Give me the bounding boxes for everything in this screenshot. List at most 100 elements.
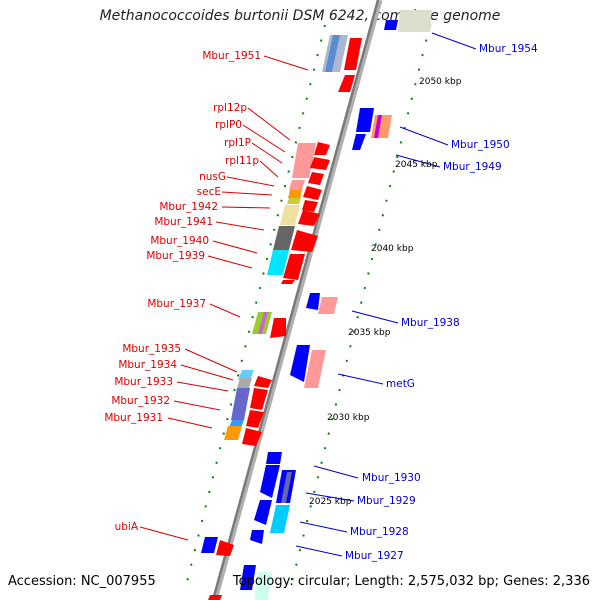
gene-block bbox=[384, 20, 398, 30]
kbp-label: 2025 kbp bbox=[309, 497, 352, 507]
leader-line bbox=[395, 154, 441, 168]
gene-block bbox=[304, 350, 326, 388]
gene-block bbox=[273, 226, 295, 250]
leader-line bbox=[180, 364, 234, 381]
kbp-label: 2030 kbp bbox=[327, 413, 370, 423]
gene-label-left[interactable]: secE bbox=[197, 186, 221, 198]
gene-label-right[interactable]: Mbur_1930 bbox=[362, 472, 421, 484]
gene-label-right[interactable]: Mbur_1927 bbox=[345, 550, 404, 562]
kbp-label: 2035 kbp bbox=[348, 328, 391, 338]
gene-block bbox=[291, 230, 318, 252]
gene-label-left[interactable]: rpl1P bbox=[224, 137, 251, 149]
gene-block bbox=[242, 428, 262, 446]
gene-label-right[interactable]: metG bbox=[386, 378, 415, 390]
gene-label-right[interactable]: Mbur_1954 bbox=[479, 43, 538, 55]
gene-block bbox=[318, 297, 338, 314]
gene-label-right[interactable]: Mbur_1950 bbox=[451, 139, 510, 151]
gene-label-left[interactable]: Mbur_1951 bbox=[202, 50, 261, 62]
gene-label-left[interactable]: Mbur_1941 bbox=[154, 216, 213, 228]
backbone-shadow bbox=[212, 0, 383, 600]
gene-label-left[interactable]: Mbur_1934 bbox=[118, 359, 177, 371]
gene-block bbox=[281, 280, 295, 284]
gene-label-left[interactable]: Mbur_1940 bbox=[150, 235, 209, 247]
accession-text: Accession: NC_007955 bbox=[8, 574, 156, 589]
gene-block bbox=[266, 452, 282, 464]
gene-label-left[interactable]: rplP0 bbox=[215, 119, 242, 131]
gene-block bbox=[310, 157, 330, 170]
gene-block bbox=[260, 465, 280, 498]
left-gene-labels: Mbur_1951 rpl12p rplP0 rpl1P rpl11p nusG… bbox=[104, 50, 261, 533]
leader-line bbox=[209, 303, 241, 318]
gene-block bbox=[224, 426, 242, 440]
gene-label-left[interactable]: rpl11p bbox=[225, 155, 259, 167]
right-gene-labels: Mbur_1954 Mbur_1950 Mbur_1949 Mbur_1938 … bbox=[345, 43, 538, 562]
leader-line bbox=[431, 32, 477, 50]
gene-label-left[interactable]: Mbur_1939 bbox=[146, 250, 205, 262]
gene-block bbox=[270, 505, 290, 533]
gene-block bbox=[289, 180, 305, 190]
gene-label-left[interactable]: Mbur_1937 bbox=[147, 298, 206, 310]
gene-label-left[interactable]: rpl12p bbox=[213, 102, 247, 114]
topology-info-text: Topology: circular; Length: 2,575,032 bp… bbox=[232, 574, 590, 589]
gene-block bbox=[306, 293, 320, 310]
gene-block bbox=[325, 35, 340, 72]
leader-line bbox=[251, 142, 283, 164]
gene-block bbox=[201, 537, 218, 553]
inner-track-dots bbox=[184, 24, 326, 591]
gene-label-left[interactable]: nusG bbox=[199, 171, 226, 183]
gene-block bbox=[246, 410, 264, 428]
leader-line bbox=[259, 160, 279, 178]
leader-line bbox=[184, 348, 238, 373]
leader-line bbox=[212, 240, 258, 254]
kbp-labels: 2050 kbp 2045 kbp 2040 kbp 2035 kbp 2030… bbox=[309, 77, 462, 507]
gene-block bbox=[254, 572, 272, 600]
gene-block bbox=[344, 38, 362, 70]
leader-line bbox=[215, 221, 265, 231]
leader-line bbox=[351, 310, 399, 324]
gene-label-left[interactable]: Mbur_1935 bbox=[122, 343, 181, 355]
gene-block bbox=[258, 312, 268, 334]
gene-label-right[interactable]: Mbur_1928 bbox=[350, 526, 409, 538]
backbone-line bbox=[211, 0, 380, 600]
gene-label-left[interactable]: Mbur_1931 bbox=[104, 412, 163, 424]
kbp-label: 2050 kbp bbox=[419, 77, 462, 87]
kbp-label: 2045 kbp bbox=[395, 160, 438, 170]
gene-block bbox=[254, 376, 272, 388]
gene-label-right[interactable]: Mbur_1929 bbox=[357, 495, 416, 507]
leader-line bbox=[221, 206, 271, 209]
gene-block bbox=[280, 205, 300, 225]
kbp-label: 2040 kbp bbox=[371, 244, 414, 254]
gene-block bbox=[292, 143, 316, 178]
gene-block bbox=[374, 115, 382, 138]
leader-line bbox=[263, 55, 309, 71]
gene-block bbox=[237, 378, 252, 388]
gene-block bbox=[216, 540, 234, 556]
gene-block bbox=[303, 186, 322, 200]
leader-line bbox=[139, 526, 189, 541]
gene-block bbox=[398, 10, 432, 32]
leader-line bbox=[337, 373, 384, 385]
gene-block bbox=[231, 388, 250, 420]
right-leader-lines bbox=[295, 32, 477, 557]
gene-label-left[interactable]: Mbur_1933 bbox=[114, 376, 173, 388]
gene-block bbox=[314, 142, 330, 155]
gene-label-right[interactable]: Mbur_1938 bbox=[401, 317, 460, 329]
gene-block bbox=[270, 318, 286, 338]
gene-label-left[interactable]: ubiA bbox=[115, 521, 139, 533]
leader-line bbox=[176, 381, 229, 392]
gene-block bbox=[356, 108, 374, 132]
leader-line bbox=[247, 107, 291, 141]
gene-block bbox=[238, 370, 254, 380]
leader-line bbox=[399, 126, 449, 146]
gene-block bbox=[250, 530, 264, 544]
left-leader-lines bbox=[139, 55, 309, 541]
gene-block bbox=[290, 345, 310, 382]
gene-label-left[interactable]: Mbur_1932 bbox=[111, 395, 170, 407]
gene-label-left[interactable]: Mbur_1942 bbox=[159, 201, 218, 213]
gene-block bbox=[254, 500, 272, 525]
gene-block bbox=[288, 190, 302, 198]
gene-block bbox=[287, 198, 301, 204]
gene-label-right[interactable]: Mbur_1949 bbox=[443, 161, 502, 173]
